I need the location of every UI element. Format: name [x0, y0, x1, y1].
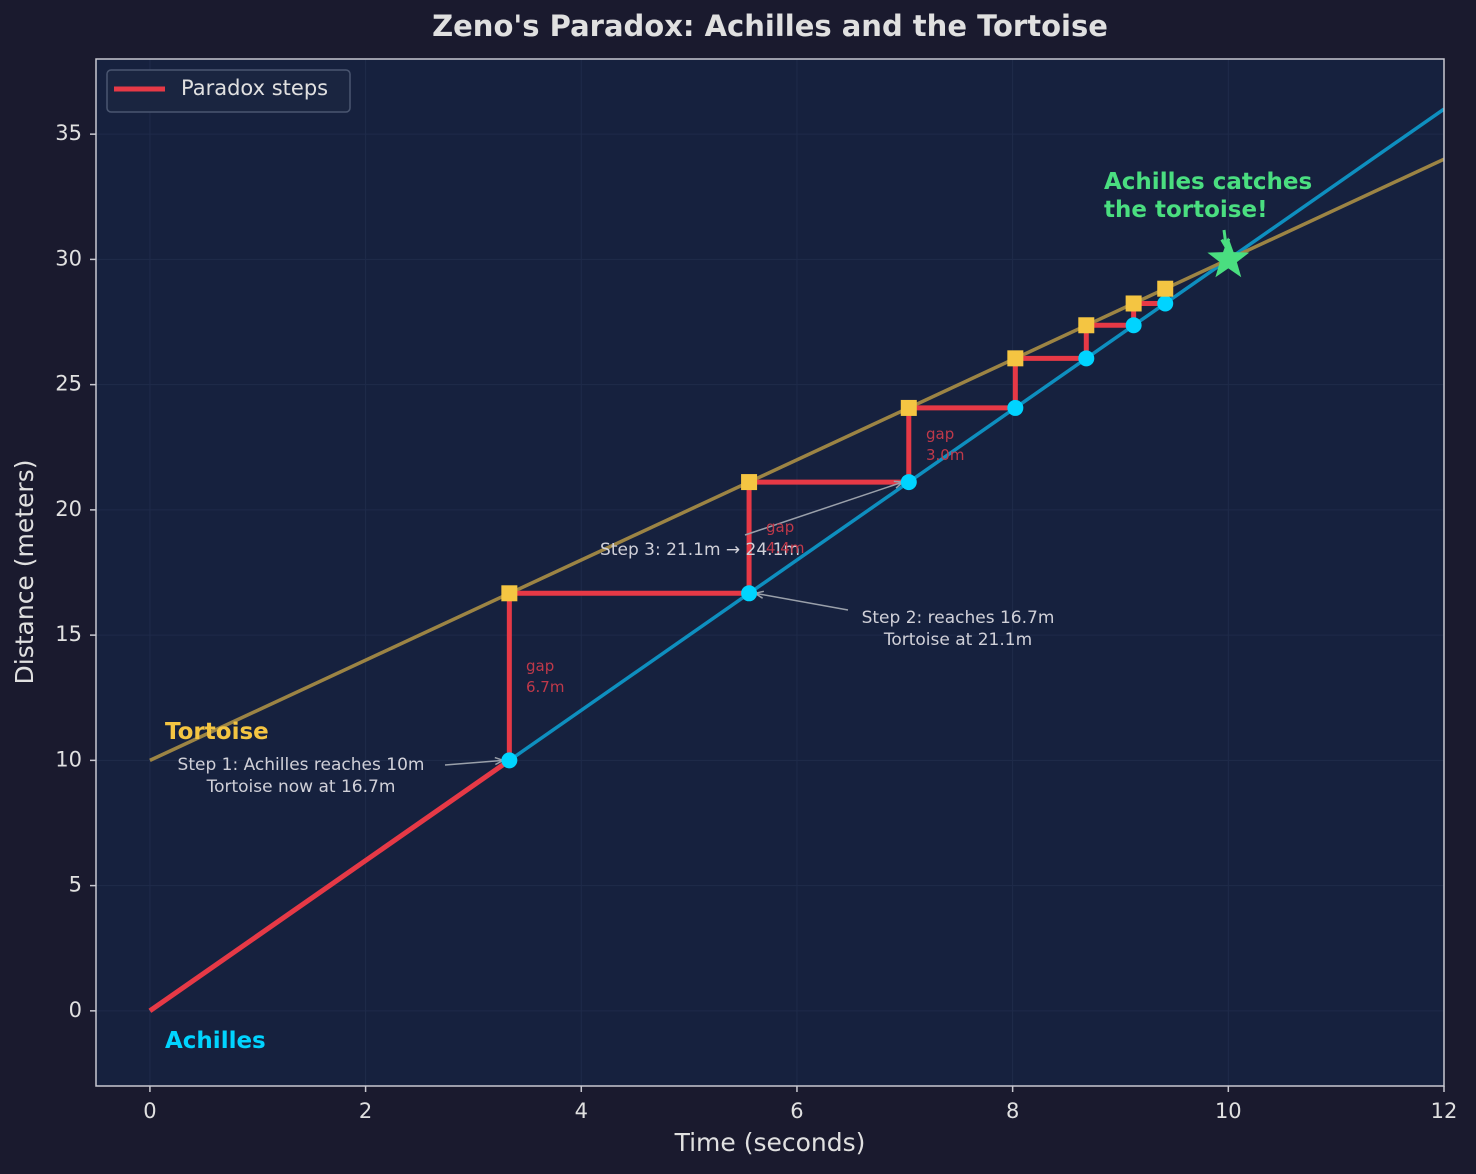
gap-label-line: 6.7m — [526, 678, 564, 696]
y-axis-label: Distance (meters) — [10, 460, 39, 685]
catch-text-line: Achilles catches — [1104, 169, 1312, 195]
x-tick-label: 4 — [575, 1099, 588, 1123]
achilles-point — [1078, 350, 1095, 367]
achilles-point — [741, 585, 758, 602]
x-tick-label: 2 — [359, 1099, 372, 1123]
x-tick-label: 12 — [1431, 1099, 1458, 1123]
y-tick-label: 15 — [55, 622, 82, 646]
series-label: Achilles — [165, 1028, 266, 1054]
annotation-arrow — [754, 592, 849, 611]
annotation: Step 1: Achilles reaches 10m Tortoise now… — [178, 755, 425, 797]
gap-label-line: gap — [766, 518, 794, 536]
catch-text: Achilles catches the tortoise! — [1104, 169, 1312, 223]
gap-label-line: gap — [526, 657, 554, 675]
tortoise-point — [741, 474, 758, 491]
annotation-arrow — [444, 759, 504, 766]
annotation-line: Step 1: Achilles reaches 10m — [178, 755, 425, 775]
achilles-point — [900, 474, 917, 491]
y-tick-label: 20 — [55, 497, 82, 521]
x-tick-label: 8 — [1006, 1099, 1019, 1123]
tortoise-point — [501, 585, 518, 602]
catch-star — [1207, 237, 1250, 278]
y-tick-label: 35 — [55, 121, 82, 145]
legend: Paradox steps — [106, 69, 351, 113]
annotation-line: Tortoise at 21.1m — [883, 630, 1032, 650]
plot-frame — [95, 58, 1445, 1087]
x-axis-label: Time (seconds) — [674, 1128, 866, 1157]
annotation: Step 3: 21.1m → 24.1m — [600, 540, 800, 560]
gap-label-line: 3.0m — [926, 446, 964, 464]
legend-box — [106, 69, 351, 113]
annotation-line: Step 3: 21.1m → 24.1m — [600, 540, 800, 560]
achilles-point — [1125, 317, 1142, 334]
tortoise-point — [1078, 317, 1095, 334]
x-tick-label: 10 — [1215, 1099, 1242, 1123]
y-tick-label: 25 — [55, 372, 82, 396]
annotation: Step 2: reaches 16.7m Tortoise at 21.1m — [862, 608, 1055, 650]
gap-label-line: gap — [926, 425, 954, 443]
catch-text-line: the tortoise! — [1104, 197, 1268, 223]
annotation-line: Tortoise now at 16.7m — [206, 777, 396, 797]
tortoise-point — [900, 399, 917, 416]
annotation-line: Step 2: reaches 16.7m — [862, 608, 1055, 628]
y-tick-label: 30 — [55, 246, 82, 270]
gap-label-line: 4.4m — [766, 539, 804, 557]
tortoise-point — [1125, 295, 1142, 312]
gap-label: gap 4.4m — [766, 518, 804, 557]
gap-label: gap 3.0m — [926, 425, 964, 464]
y-tick-label: 5 — [69, 873, 82, 897]
legend-label: Paradox steps — [181, 76, 328, 100]
plot: Step 1: Achilles reaches 10m Tortoise now… — [148, 107, 1444, 1054]
gap-label: gap 6.7m — [526, 657, 564, 696]
y-tick-label: 0 — [69, 998, 82, 1022]
achilles-point — [501, 752, 518, 769]
series-label: Tortoise — [165, 719, 269, 745]
chart-title: Zeno's Paradox: Achilles and the Tortois… — [432, 9, 1108, 43]
tortoise-point — [1007, 350, 1024, 367]
y-tick-label: 10 — [55, 747, 82, 771]
tortoise-point — [1157, 280, 1174, 297]
annotation-arrow — [744, 481, 904, 536]
achilles-point — [1007, 399, 1024, 416]
achilles-point — [1157, 295, 1174, 312]
plot-area — [96, 59, 1444, 1086]
x-tick-label: 0 — [143, 1099, 156, 1123]
x-tick-label: 6 — [790, 1099, 803, 1123]
